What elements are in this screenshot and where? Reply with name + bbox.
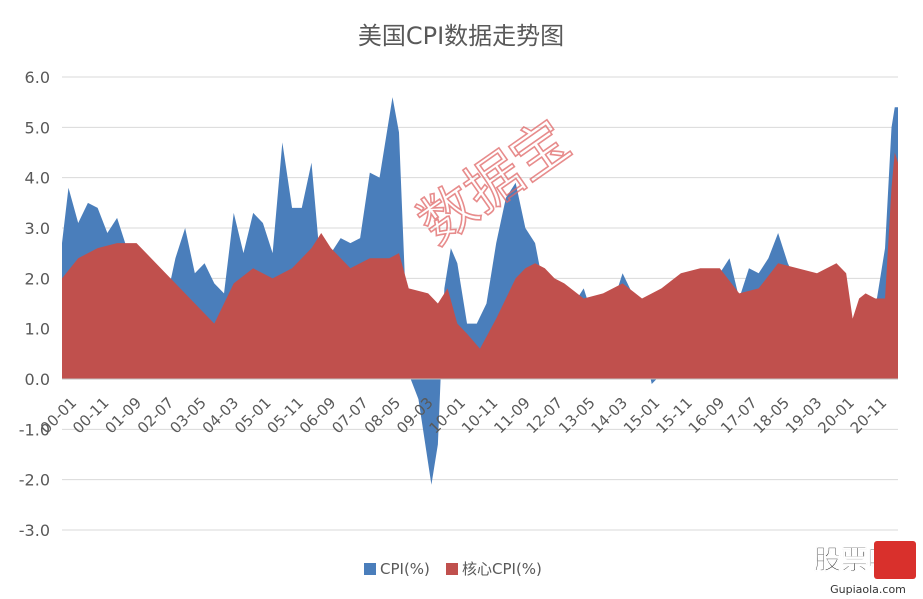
x-tick-label: 05-01 xyxy=(231,394,275,438)
x-tick-label: 18-05 xyxy=(750,394,794,438)
logo-red-tile xyxy=(874,541,916,579)
data-areas xyxy=(62,97,898,485)
x-tick-label: 12-07 xyxy=(523,394,567,438)
x-tick-label: 00-11 xyxy=(69,394,113,438)
y-tick-label: -1.0 xyxy=(19,420,50,439)
legend-swatch-core-cpi xyxy=(446,563,458,575)
chart-title: 美国CPI数据走势图 xyxy=(358,22,564,50)
x-tick-label: 06-09 xyxy=(296,394,340,438)
y-tick-label: 6.0 xyxy=(25,68,50,87)
y-tick-label: 4.0 xyxy=(25,169,50,188)
x-tick-label: 15-11 xyxy=(652,394,696,438)
logo-url: Gupiaola.com xyxy=(830,583,906,596)
x-tick-label: 17-07 xyxy=(717,394,761,438)
x-tick-label: 20-01 xyxy=(814,394,858,438)
x-tick-label: 15-01 xyxy=(620,394,664,438)
x-tick-label: 02-07 xyxy=(134,394,178,438)
x-tick-label: 16-09 xyxy=(685,394,729,438)
x-tick-label: 19-03 xyxy=(782,394,826,438)
x-tick-label: 01-09 xyxy=(101,394,145,438)
x-tick-label: 00-01 xyxy=(37,394,81,438)
logo: 股票啦 Gupiaola.com xyxy=(814,541,916,596)
x-tick-label: 04-03 xyxy=(199,394,243,438)
y-tick-label: 2.0 xyxy=(25,269,50,288)
watermark: 数据宝 xyxy=(406,107,583,258)
series-area-core-cpi xyxy=(62,152,898,379)
x-tick-label: 14-03 xyxy=(588,394,632,438)
x-axis-tick-labels: 00-0100-1101-0902-0703-0504-0305-0105-11… xyxy=(37,394,891,438)
x-tick-label: 11-09 xyxy=(490,394,534,438)
legend-swatch-cpi xyxy=(364,563,376,575)
y-tick-label: 0.0 xyxy=(25,370,50,389)
legend-label-core-cpi: 核心CPI(%) xyxy=(462,560,542,578)
y-tick-label: 5.0 xyxy=(25,118,50,137)
x-tick-label: 07-07 xyxy=(328,394,372,438)
x-tick-label: 10-11 xyxy=(458,394,502,438)
y-tick-label: -2.0 xyxy=(19,471,50,490)
legend: CPI(%) 核心CPI(%) xyxy=(364,560,542,578)
y-axis-tick-labels: 6.0 5.0 4.0 3.0 2.0 1.0 0.0 -1.0 -2.0 -3.0 xyxy=(19,68,50,540)
y-tick-label: -3.0 xyxy=(19,521,50,540)
y-tick-label: 3.0 xyxy=(25,219,50,238)
x-tick-label: 08-05 xyxy=(361,394,405,438)
y-tick-label: 1.0 xyxy=(25,320,50,339)
x-tick-label: 20-11 xyxy=(847,394,891,438)
x-tick-label: 05-11 xyxy=(264,394,308,438)
svg-text:数据宝: 数据宝 xyxy=(407,108,582,258)
legend-label-cpi: CPI(%) xyxy=(380,560,430,578)
x-tick-label: 03-05 xyxy=(166,394,210,438)
x-tick-label: 13-05 xyxy=(555,394,599,438)
